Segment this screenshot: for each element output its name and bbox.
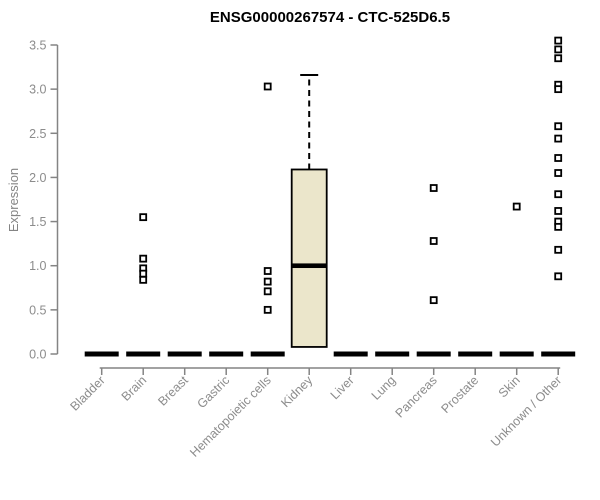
- x-tick-label: Gastric: [194, 373, 232, 411]
- x-tick-label: Lung: [369, 373, 399, 403]
- x-tick-label: Unknown / Other: [488, 373, 564, 449]
- outlier-point: [263, 267, 272, 275]
- outlier-point: [554, 245, 563, 254]
- outlier-point: [512, 202, 521, 211]
- outlier-point: [554, 272, 563, 281]
- outlier-point: [554, 154, 563, 162]
- outlier-point: [139, 254, 148, 263]
- y-tick-label: 0.0: [29, 348, 46, 362]
- outlier-point: [139, 275, 148, 284]
- outlier-point: [139, 213, 148, 222]
- zero-median-bar: [84, 351, 119, 357]
- outlier-point: [554, 134, 563, 143]
- outlier-point: [554, 190, 563, 199]
- x-tick-label: Skin: [496, 373, 523, 400]
- zero-median-bar: [416, 351, 451, 357]
- outlier-point: [554, 169, 563, 177]
- outlier-point: [554, 222, 563, 231]
- x-tick-label: Hematopoietic cells: [187, 373, 274, 460]
- outlier-point: [263, 305, 272, 314]
- outlier-point: [554, 207, 563, 215]
- zero-median-bar: [209, 351, 244, 357]
- zero-median-bar: [375, 351, 410, 357]
- x-tick-label: Bladder: [67, 373, 107, 413]
- y-tick-label: 3.5: [29, 39, 46, 53]
- zero-median-bar: [541, 351, 576, 357]
- y-tick-label: 2.5: [29, 127, 46, 141]
- outlier-point: [139, 269, 148, 278]
- outlier-point: [263, 287, 272, 296]
- outlier-point: [263, 277, 272, 286]
- y-tick-label: 1.5: [29, 215, 46, 229]
- kidney-box: [290, 168, 328, 348]
- x-tick-label: Prostate: [438, 373, 481, 416]
- y-tick-label: 1.0: [29, 259, 46, 273]
- y-tick-label: 2.0: [29, 171, 46, 185]
- y-tick-label: 0.5: [29, 303, 46, 317]
- outlier-point: [554, 122, 563, 131]
- outlier-point: [554, 45, 563, 54]
- x-tick-label: Breast: [155, 373, 191, 409]
- outlier-point: [554, 36, 563, 45]
- outlier-point: [263, 82, 272, 91]
- zero-median-bar: [167, 351, 202, 357]
- zero-median-bar: [250, 351, 285, 357]
- zero-median-bar: [333, 351, 368, 357]
- x-tick-label: Kidney: [278, 373, 315, 410]
- y-axis-label: Expression: [6, 167, 21, 233]
- outlier-point: [554, 54, 563, 63]
- x-tick-label: Brain: [119, 373, 150, 404]
- outlier-point: [554, 85, 563, 94]
- x-tick-label: Pancreas: [393, 373, 440, 420]
- outlier-point: [429, 237, 438, 245]
- zero-median-bar: [499, 351, 534, 357]
- chart-title: ENSG00000267574 - CTC-525D6.5: [209, 9, 451, 26]
- zero-median-bar: [458, 351, 493, 357]
- outlier-point: [429, 296, 438, 305]
- kidney-median-line: [291, 263, 327, 269]
- y-tick-label: 3.0: [29, 83, 46, 97]
- zero-median-bar: [126, 351, 161, 357]
- outlier-point: [429, 184, 438, 192]
- x-tick-label: Liver: [328, 373, 357, 402]
